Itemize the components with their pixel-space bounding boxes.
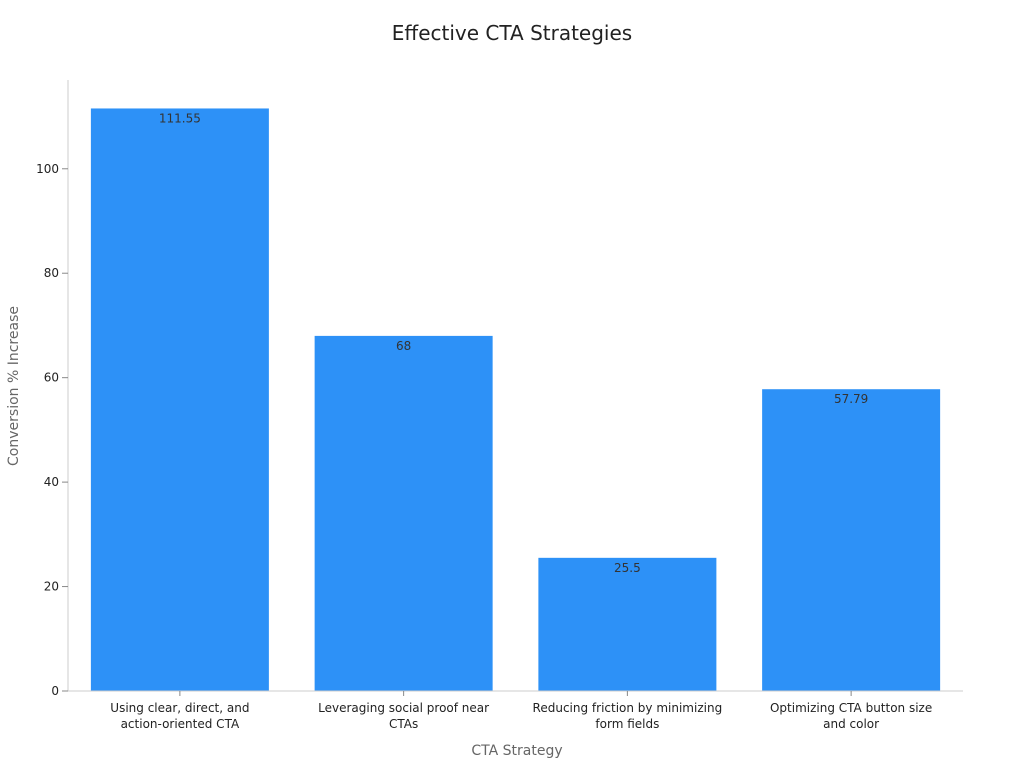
- x-tick-label: Using clear, direct, and: [110, 701, 249, 715]
- x-tick-label: Reducing friction by minimizing: [533, 701, 723, 715]
- chart-title: Effective CTA Strategies: [392, 21, 632, 45]
- y-tick-label: 60: [44, 371, 59, 385]
- data-label: 68: [396, 339, 411, 353]
- x-tick-label: and color: [823, 717, 879, 731]
- data-label: 57.79: [834, 392, 868, 406]
- x-tick-label: CTAs: [389, 717, 418, 731]
- x-tick-label: Leveraging social proof near: [318, 701, 489, 715]
- x-tick-label: form fields: [595, 717, 659, 731]
- y-tick-label: 0: [51, 684, 59, 698]
- axes-layer: 0 20 40 60 80 100: [36, 80, 963, 698]
- bars-layer: [90, 108, 941, 691]
- y-tick-label: 20: [44, 580, 59, 594]
- data-label: 111.55: [159, 111, 201, 125]
- y-tick-label: 40: [44, 475, 59, 489]
- y-axis-title: Conversion % Increase: [6, 306, 22, 466]
- x-axis-title: CTA Strategy: [471, 743, 562, 759]
- y-tick-label: 100: [36, 162, 59, 176]
- y-tick-label: 80: [44, 266, 59, 280]
- x-tick-label: Optimizing CTA button size: [770, 701, 932, 715]
- bar: [538, 557, 717, 691]
- data-label: 25.5: [614, 561, 641, 575]
- labels-layer: 111.55 Using clear, direct, and action-ori…: [110, 111, 932, 731]
- bar: [762, 389, 941, 691]
- x-tick-label: action-oriented CTA: [121, 717, 240, 731]
- bar: [314, 335, 493, 691]
- bar: [90, 108, 269, 691]
